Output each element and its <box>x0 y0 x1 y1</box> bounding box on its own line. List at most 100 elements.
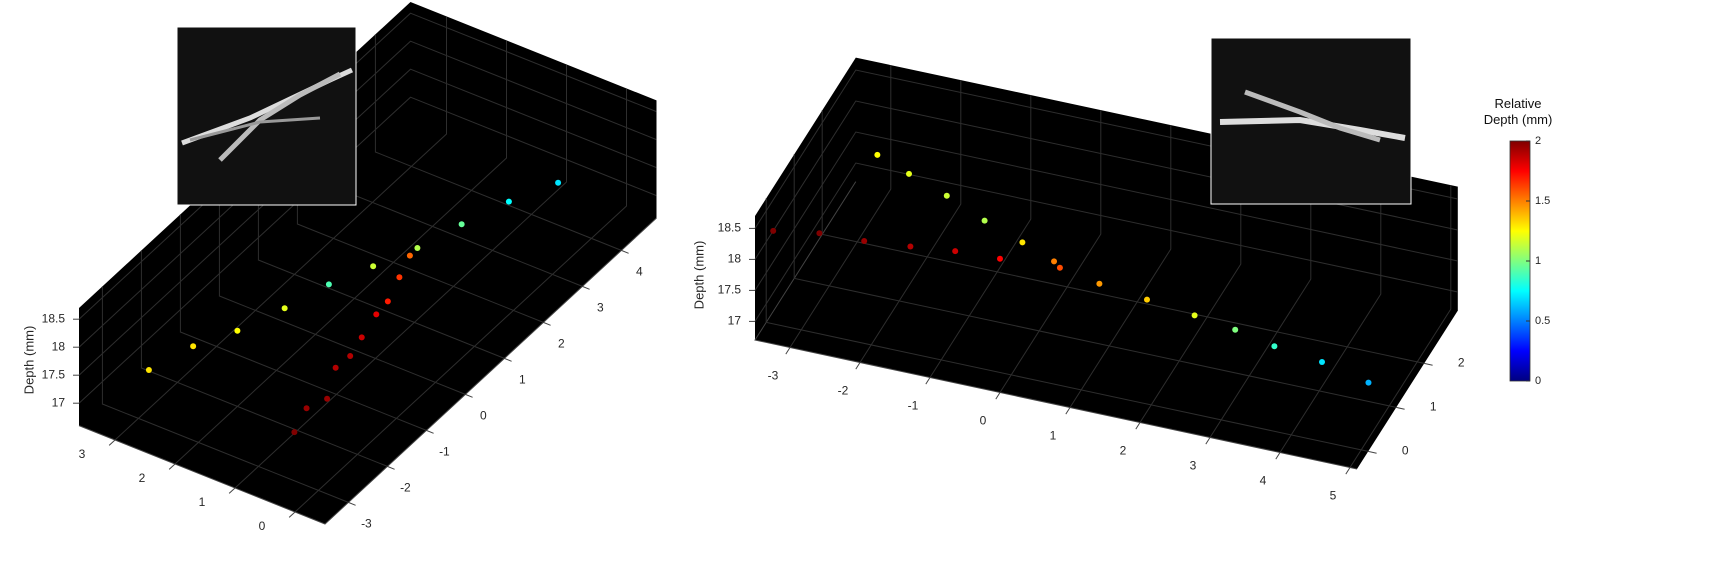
z-tick-label: 18.5 <box>42 311 66 325</box>
tick-mark <box>995 392 1001 400</box>
scatter-point <box>1056 264 1063 271</box>
y-tick-label: -2 <box>400 481 411 495</box>
scatter-point <box>458 221 465 228</box>
scatter-point <box>1232 326 1239 333</box>
scatter-point <box>1144 296 1150 303</box>
scatter-point <box>396 274 403 281</box>
grid-line <box>859 80 962 363</box>
x-tick-label: -2 <box>838 384 849 398</box>
z-tick-label: 18.5 <box>718 221 742 235</box>
scatter-point <box>505 198 512 205</box>
y-tick-label: -1 <box>439 445 450 459</box>
grid-line <box>821 110 1425 364</box>
scatter-point <box>555 179 562 186</box>
scatter-point <box>291 429 298 436</box>
scatter-point <box>406 252 413 259</box>
tick-mark <box>582 285 590 290</box>
tick-mark <box>925 377 931 385</box>
scatter-point <box>981 217 988 224</box>
z-tick-label: 17 <box>728 314 742 328</box>
tick-mark <box>1275 452 1281 460</box>
grid-line <box>78 96 657 404</box>
x-tick-label: 2 <box>139 471 146 485</box>
scatter-point <box>281 305 288 312</box>
scatter-point <box>1096 280 1103 287</box>
scatter-point <box>370 263 377 270</box>
y-tick-label: -3 <box>361 517 372 531</box>
scatter-point <box>332 364 339 371</box>
tick-mark <box>426 429 434 434</box>
tick-mark <box>348 501 356 506</box>
box-edge <box>78 217 657 525</box>
x-tick-label: 5 <box>1330 489 1337 503</box>
tick-mark <box>621 249 629 254</box>
inset-image <box>1210 37 1412 205</box>
x-tick-label: 1 <box>199 495 206 509</box>
scatter-point <box>861 238 868 244</box>
scatter-point <box>906 170 912 177</box>
x-tick-label: 1 <box>1050 429 1057 443</box>
tick-mark <box>785 347 791 355</box>
z-axis-label: Depth (mm) <box>691 241 706 310</box>
y-tick-label: 0 <box>1402 444 1409 458</box>
inset-image <box>176 26 357 206</box>
y-tick-label: 1 <box>1430 400 1437 414</box>
scatter-point <box>943 192 950 199</box>
tick-mark <box>1135 422 1141 430</box>
scatter-point <box>1365 379 1372 386</box>
scatter-point <box>997 255 1003 262</box>
scatter-point <box>384 298 391 305</box>
scatter-point <box>347 353 354 359</box>
tick-mark <box>168 463 176 470</box>
colorbar-tick-label: 1 <box>1535 255 1541 267</box>
colorbar-tick-label: 2 <box>1535 135 1541 147</box>
y-tick-label: 2 <box>1458 356 1465 370</box>
scatter-point <box>952 248 959 255</box>
tick-mark <box>543 321 551 326</box>
scatter-point <box>190 343 197 350</box>
scatter-point <box>325 281 332 288</box>
tick-mark <box>465 393 473 398</box>
scatter-point <box>414 245 421 251</box>
tick-mark <box>1424 362 1433 366</box>
grid-line <box>793 154 1397 408</box>
z-tick-label: 17.5 <box>718 283 742 297</box>
grid-line <box>1279 170 1382 453</box>
scatter-point <box>1271 343 1278 350</box>
grid-line <box>1349 185 1452 468</box>
colorbar-tick-label: 0.5 <box>1535 315 1550 327</box>
scatter-point <box>816 230 823 237</box>
tick-mark <box>108 439 116 446</box>
tick-mark <box>855 362 861 370</box>
scatter-point <box>1319 359 1325 365</box>
scatter-point <box>1019 239 1026 246</box>
scatter-point <box>1051 258 1058 265</box>
y-tick-label: 2 <box>558 337 565 351</box>
x-tick-label: -3 <box>768 369 779 383</box>
grid-line <box>929 95 1032 378</box>
x-tick-label: -1 <box>908 399 919 413</box>
scatter-point <box>324 395 331 402</box>
scatter-point <box>234 327 241 334</box>
plot-box <box>79 2 657 524</box>
tick-mark <box>1205 437 1211 445</box>
x-tick-label: 3 <box>1190 459 1197 473</box>
z-axis-label: Depth (mm) <box>21 326 36 395</box>
z-tick-label: 17.5 <box>42 367 66 381</box>
tick-mark <box>288 511 296 518</box>
scatter-point <box>303 405 310 412</box>
tick-mark <box>1396 406 1405 410</box>
x-tick-label: 0 <box>259 519 266 533</box>
scatter-point <box>373 311 380 318</box>
y-tick-label: 4 <box>636 265 643 279</box>
tick-mark <box>1368 450 1377 454</box>
grid-line <box>1069 125 1172 408</box>
grid-line <box>789 65 892 348</box>
tick-mark <box>228 487 236 494</box>
tick-mark <box>1065 407 1071 415</box>
grid-line <box>754 162 1458 322</box>
scatter-point <box>874 151 881 158</box>
tick-mark <box>504 357 512 362</box>
